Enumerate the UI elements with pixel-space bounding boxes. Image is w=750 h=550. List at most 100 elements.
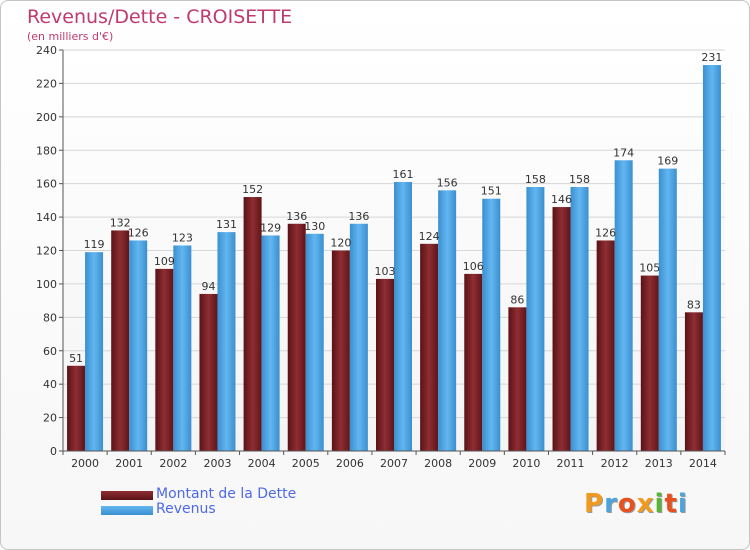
bar-revenus <box>438 190 457 451</box>
bar-dette <box>508 307 527 451</box>
bar-revenus <box>526 187 545 451</box>
data-label-dette: 136 <box>286 210 307 223</box>
legend-label-revenus: Revenus <box>156 501 216 517</box>
x-tick-label: 2003 <box>203 457 231 470</box>
data-label-dette: 105 <box>639 262 660 275</box>
x-tick-label: 2006 <box>336 457 364 470</box>
bar-revenus <box>305 233 324 451</box>
bar-dette <box>464 273 483 451</box>
data-label-dette: 124 <box>419 230 440 243</box>
proxiti-logo: Proxiti <box>584 489 688 519</box>
bar-revenus <box>217 232 236 451</box>
chart-subtitle: (en milliers d'€) <box>27 30 114 43</box>
data-label-revenus: 156 <box>437 176 458 189</box>
bar-dette <box>596 240 615 451</box>
data-label-dette: 86 <box>510 293 524 306</box>
y-tick-label: 100 <box>36 278 57 291</box>
data-label-revenus: 119 <box>84 238 105 251</box>
bar-revenus <box>658 168 677 452</box>
y-tick-label: 160 <box>36 178 57 191</box>
logo-letter: o <box>617 489 637 519</box>
data-label-dette: 103 <box>375 265 396 278</box>
data-label-dette: 152 <box>242 183 263 196</box>
data-label-dette: 120 <box>330 237 351 250</box>
bar-dette <box>376 278 394 451</box>
bar-dette <box>640 275 659 451</box>
bar-revenus <box>614 160 633 451</box>
data-label-dette: 146 <box>551 193 572 206</box>
data-label-revenus: 126 <box>128 226 149 239</box>
data-label-revenus: 158 <box>525 173 546 186</box>
logo-letter: t <box>664 489 678 519</box>
bar-dette <box>111 230 130 451</box>
bar-revenus <box>129 240 148 451</box>
bar-revenus <box>349 223 368 451</box>
data-label-revenus: 136 <box>348 210 369 223</box>
data-label-revenus: 158 <box>569 173 590 186</box>
x-tick-label: 2005 <box>292 457 320 470</box>
y-tick-label: 240 <box>36 44 57 57</box>
bar-dette <box>155 268 174 451</box>
data-label-dette: 94 <box>201 280 215 293</box>
data-label-dette: 126 <box>595 226 616 239</box>
data-label-revenus: 174 <box>613 146 634 159</box>
data-label-revenus: 123 <box>172 231 193 244</box>
data-label-revenus: 231 <box>701 51 722 64</box>
x-tick-label: 2013 <box>645 457 673 470</box>
bar-dette <box>420 243 439 451</box>
logo-letter: r <box>604 489 618 519</box>
x-tick-label: 2012 <box>601 457 629 470</box>
data-label-dette: 106 <box>463 260 484 273</box>
y-tick-label: 20 <box>43 412 57 425</box>
bar-dette <box>287 223 306 451</box>
data-label-revenus: 129 <box>260 221 281 234</box>
x-tick-label: 2010 <box>512 457 540 470</box>
y-tick-label: 0 <box>50 445 57 458</box>
chart-title: Revenus/Dette - CROISETTE <box>27 6 293 28</box>
y-axis-ticks: 0 20 40 60 80 100 120 140 160 180 200 220 240 <box>36 44 63 458</box>
x-tick-label: 2011 <box>557 457 585 470</box>
y-tick-label: 40 <box>43 378 57 391</box>
x-tick-label: 2002 <box>159 457 187 470</box>
bar-revenus <box>394 181 412 451</box>
bar-dette <box>199 293 218 451</box>
bar-revenus <box>85 252 104 451</box>
bar-dette <box>243 197 262 451</box>
bar-revenus <box>173 245 192 451</box>
data-label-revenus: 130 <box>304 220 325 233</box>
y-tick-label: 140 <box>36 211 57 224</box>
x-tick-label: 2009 <box>468 457 496 470</box>
x-tick-label: 2004 <box>248 457 276 470</box>
y-tick-label: 200 <box>36 111 57 124</box>
x-tick-label: 2014 <box>689 457 717 470</box>
data-labels: 5111913212610912394131152129136130120136… <box>69 51 722 365</box>
logo-letter: P <box>584 489 605 519</box>
data-label-dette: 109 <box>154 255 175 268</box>
x-tick-label: 2007 <box>380 457 408 470</box>
bar-dette <box>684 312 703 451</box>
y-tick-label: 80 <box>43 311 57 324</box>
bar-revenus <box>570 187 589 451</box>
logo-letter: x <box>636 489 655 519</box>
x-tick-label: 2001 <box>115 457 143 470</box>
y-tick-label: 120 <box>36 245 57 258</box>
bar-revenus <box>482 198 501 451</box>
legend-swatch-dette <box>101 491 153 500</box>
data-label-revenus: 131 <box>216 218 237 231</box>
bar-dette <box>331 250 350 451</box>
logo-letter: i <box>677 489 688 519</box>
data-label-dette: 83 <box>687 298 701 311</box>
bar-dette <box>552 207 571 451</box>
data-label-dette: 51 <box>69 352 83 365</box>
legend-swatch-revenus <box>101 506 153 515</box>
bar-revenus <box>261 235 280 451</box>
logo-letter: i <box>654 489 665 519</box>
data-label-revenus: 161 <box>393 168 414 181</box>
x-axis-labels: 2000 2001 2002 2003 2004 2005 2006 2007 2008 2009… <box>62 451 726 470</box>
data-label-revenus: 169 <box>657 155 678 168</box>
legend-label-dette: Montant de la Dette <box>156 486 297 502</box>
x-tick-label: 2008 <box>424 457 452 470</box>
bars <box>67 65 721 452</box>
